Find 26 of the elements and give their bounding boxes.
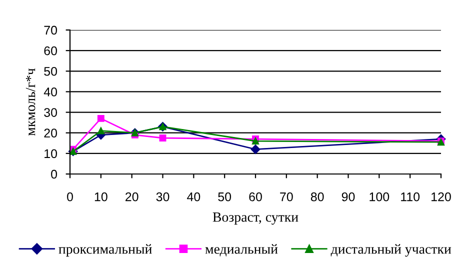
y-tick-label: 50 bbox=[44, 66, 58, 76]
legend-label: медиальный bbox=[205, 244, 278, 256]
y-axis-title: мкмоль/г*ч bbox=[26, 68, 36, 136]
legend-label: дистальный участки bbox=[330, 244, 452, 257]
y-tick-label: 70 bbox=[44, 26, 58, 35]
x-tick-label: 120 bbox=[432, 192, 451, 202]
y-tick-label: 20 bbox=[44, 128, 58, 138]
y-tick-label: 10 bbox=[44, 149, 58, 158]
y-tick-label: 60 bbox=[44, 46, 58, 56]
x-tick-label: 30 bbox=[156, 192, 170, 202]
x-tick-label: 110 bbox=[401, 192, 420, 202]
x-tick-label: 70 bbox=[280, 192, 293, 202]
legend-label: проксимальный bbox=[58, 244, 152, 257]
x-tick-label: 60 bbox=[249, 192, 262, 202]
x-tick-label: 90 bbox=[342, 192, 355, 202]
x-tick-label: 50 bbox=[218, 192, 232, 202]
x-tick-label: 40 bbox=[187, 192, 200, 202]
x-tick-label: 10 bbox=[94, 192, 108, 202]
y-tick-label: 0 bbox=[51, 170, 58, 179]
x-tick-label: 80 bbox=[310, 192, 324, 202]
x-tick-label: 20 bbox=[126, 192, 138, 202]
x-axis-title: Возраст, сутки bbox=[212, 212, 298, 225]
y-tick-label: 30 bbox=[44, 108, 58, 117]
x-tick-label: 100 bbox=[370, 192, 390, 202]
y-tick-label: 40 bbox=[44, 88, 58, 96]
x-tick-label: 0 bbox=[67, 192, 73, 202]
